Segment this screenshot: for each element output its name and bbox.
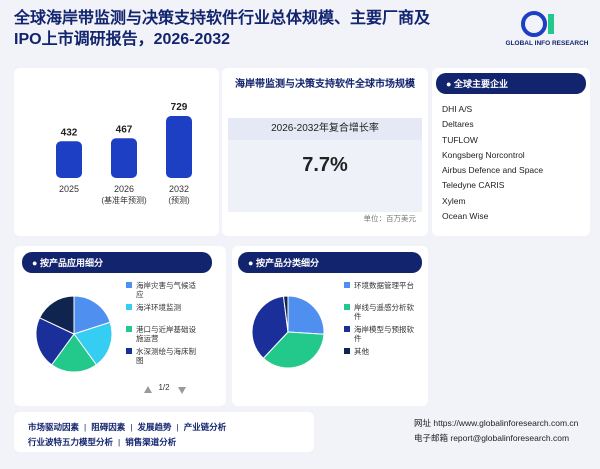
legend-label: 岸线与遥感分析软件	[354, 302, 414, 321]
companies-panel: ● 全球主要企业 DHI A/S Deltares TUFLOW Kongsberg …	[432, 68, 590, 236]
pie-slice	[73, 295, 111, 335]
link: 阻碍因素	[91, 422, 126, 432]
summary-title: 海岸带监测与决策支持软件全球市场规模	[235, 79, 415, 90]
pager-next	[178, 387, 186, 394]
x-sublabel: (基准年预测)	[101, 195, 147, 205]
legend-swatch	[344, 348, 350, 354]
product-panel: ● 按产品分类细分 环境数据管理平台岸线与遥感分析软件 海岸模型与预报软件其他	[232, 246, 428, 406]
application-panel: ● 按产品应用细分 海岸灾害与气候适应海洋环境监测港口与近岸基础设施运营 水深测绘…	[14, 246, 226, 406]
website: 网址 https://www.globalinforesearch.com.cn	[414, 418, 579, 428]
companies-title: ● 全球主要企业	[436, 73, 586, 94]
x-label: 2025	[59, 184, 79, 194]
application-title: ● 按产品应用细分	[22, 252, 212, 273]
legend-swatch	[344, 326, 350, 332]
separator: |	[130, 422, 133, 432]
legend-label: 海岸灾害与气候适应	[136, 280, 196, 299]
legend-swatch	[126, 326, 132, 332]
link: 发展趋势	[137, 422, 172, 432]
x-label: 2032	[169, 184, 189, 194]
bar	[111, 138, 137, 178]
legend-swatch	[126, 282, 132, 288]
application-title-text: 按产品应用细分	[39, 258, 103, 268]
pie-slice	[287, 295, 325, 335]
company-list: DHI A/S Deltares TUFLOW Kongsberg Norcontro…	[442, 104, 543, 226]
company: Teledyne CARIS	[442, 180, 505, 191]
company: Ocean Wise	[442, 211, 489, 222]
value-label: 432	[61, 127, 78, 138]
pie-slice	[251, 295, 289, 359]
product-title: ● 按产品分类细分	[238, 252, 422, 273]
company: Airbus Defence and Space	[442, 165, 544, 176]
companies-title-text: 全球主要企业	[453, 79, 508, 89]
pager-prev	[144, 386, 152, 393]
pie-slice	[282, 295, 289, 333]
company: Kongsberg Norcontrol	[442, 149, 525, 160]
email: 电子邮箱 report@globalinforesearch.com	[414, 433, 570, 443]
title: 全球海岸带监测与决策支持软件行业总体规模、主要厂商及IPO上市调研报告，2026…	[14, 10, 431, 48]
pie-slice	[262, 331, 325, 369]
value-label: 467	[116, 124, 133, 135]
summary-panel: 海岸带监测与决策支持软件全球市场规模 2026-2032年复合增长率 7.7% …	[222, 68, 428, 236]
bar	[166, 116, 192, 178]
company: DHI A/S	[442, 104, 473, 114]
link: 行业波特五力模型分析	[28, 437, 114, 447]
pie-slice	[50, 333, 98, 373]
value-label: 729	[171, 102, 188, 113]
link: 销售渠道分析	[125, 437, 177, 447]
company: Xylem	[442, 195, 466, 206]
separator: |	[84, 422, 87, 432]
legend-label: 水深测绘与海床制图	[136, 346, 196, 365]
logo-mark	[521, 11, 547, 37]
links-panel: 市场驱动因素 | 阻碍因素 | 发展趋势 | 产业链分析行业波特五力模型分析 | 销售渠道分析	[14, 412, 314, 452]
link: 产业链分析	[183, 422, 227, 432]
legend-label: 海洋环境监测	[136, 302, 181, 312]
legend-label: 其他	[354, 346, 369, 356]
pager: 1/2	[158, 383, 170, 392]
unit: 单位：百万美元	[363, 214, 417, 223]
link: 市场驱动因素	[28, 422, 80, 432]
logo-text: GLOBAL INFO RESEARCH	[506, 40, 589, 47]
legend-label: 环境数据管理平台	[354, 280, 414, 290]
separator: |	[176, 422, 179, 432]
separator: |	[118, 437, 121, 447]
legend-label: 港口与近岸基础设施运营	[136, 324, 196, 343]
product-title-text: 按产品分类细分	[255, 258, 319, 268]
market-panel: 432 2025 467 2026 (基准年预测) 729 2032 (预测)	[14, 68, 219, 236]
logo-mark	[548, 14, 554, 34]
legend-swatch	[126, 304, 132, 310]
legend-swatch	[126, 348, 132, 354]
bar-chart: 432 2025 467 2026(基准年预测) 729 2032(预测)	[56, 102, 192, 205]
cagr-value: 7.7%	[228, 140, 422, 212]
x-sublabel: (预测)	[168, 195, 190, 205]
bar	[56, 141, 82, 178]
legend-label: 海岸模型与预报软件	[354, 324, 414, 343]
pie-slice	[38, 295, 75, 335]
logo: GLOBAL INFO RESEARCH	[506, 11, 589, 47]
cagr-label: 2026-2032年复合增长率	[228, 118, 422, 140]
x-label: 2026	[114, 184, 134, 194]
legend-swatch	[344, 304, 350, 310]
pie-slice	[73, 321, 113, 366]
legend-swatch	[344, 282, 350, 288]
company: TUFLOW	[442, 134, 478, 145]
company: Deltares	[442, 119, 474, 130]
